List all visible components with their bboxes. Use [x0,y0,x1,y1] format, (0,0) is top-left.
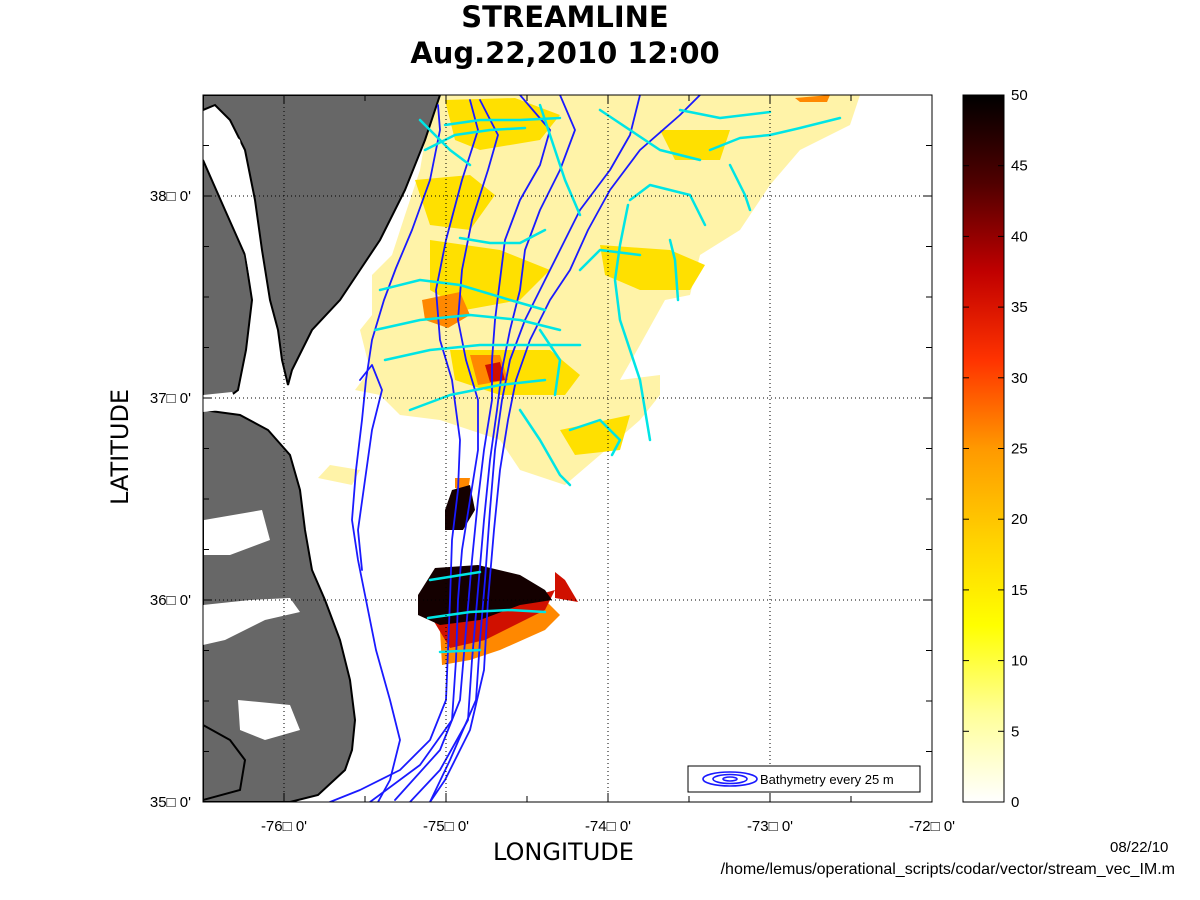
colorbar: 0 5 10 15 20 25 30 35 40 45 50 [962,87,1028,811]
colorbar-tick-label: 25 [1011,441,1028,458]
bathymetry-contour [429,95,701,802]
x-tick-label: -73□ 0' [747,818,793,835]
speed-region-red [555,572,578,602]
speed-region-yellow [560,415,630,455]
x-tick-labels: -76□ 0' -75□ 0' -74□ 0' -73□ 0' -72□ 0' [261,818,955,835]
colorbar-ticks: 0 5 10 15 20 25 30 35 40 45 50 [963,87,1028,811]
streamline [408,378,547,412]
streamline [728,163,752,212]
land-polygon [203,95,442,386]
footer-script-path: /home/lemus/operational_scripts/codar/ve… [720,861,1175,878]
bathymetry-contour [409,95,576,802]
streamline [578,248,642,272]
speed-region-red [430,590,555,648]
land-mask [203,95,442,802]
bay-water [208,115,272,335]
chart-subtitle: Aug.22,2010 12:00 [410,36,720,70]
land-polygon [203,723,247,802]
x-tick-label: -72□ 0' [909,818,955,835]
bay-water [203,392,240,412]
bathymetry-contour [429,95,641,802]
grid-lines [203,95,932,802]
streamline [538,103,582,217]
streamlines [373,103,842,654]
y-tick-label: 38□ 0' [150,188,191,205]
chart-title: STREAMLINE [461,0,669,34]
speed-region-yellow [415,175,495,230]
sound-water [204,510,270,555]
speed-region-yellow [600,245,705,290]
streamline [628,183,707,227]
colorbar-tick-label: 45 [1011,158,1028,175]
streamline [678,108,772,120]
streamline [426,608,547,620]
bathymetry-contour [369,99,499,802]
x-tick-label: -76□ 0' [261,818,307,835]
colorbar-gradient [962,94,1005,803]
colorbar-tick-label: 5 [1011,723,1019,740]
legend-box [687,765,921,793]
y-tick-labels: 35□ 0' 36□ 0' 37□ 0' 38□ 0' [150,188,191,811]
streamline [668,238,680,302]
colorbar-tick-label: 40 [1011,228,1028,245]
sound-water [238,700,300,740]
bathymetry-legend-icon [702,771,758,787]
streamline [383,343,582,362]
colorbar-tick-label: 35 [1011,299,1028,316]
bathymetry-contour [329,99,479,802]
axis-ticks [202,94,932,803]
bathymetry-contour [394,95,551,801]
colorbar-tick-label: 20 [1011,511,1028,528]
streamline [568,418,622,457]
map-content [203,95,860,802]
colorbar-tick-label: 10 [1011,653,1028,670]
colorbar-tick-label: 30 [1011,370,1028,387]
streamline [378,278,547,312]
streamline [598,108,702,162]
bathymetry-contours [329,95,701,802]
x-axis-title: LONGITUDE [493,838,634,866]
speed-region-red [485,362,505,382]
streamline [613,203,652,442]
streamline [418,118,472,167]
streamline [428,570,482,582]
y-axis-title: LATITUDE [106,388,134,505]
footer-date: 08/22/10 [1110,839,1169,856]
bathymetry-legend: Bathymetry every 25 m [687,765,921,793]
streamline [518,408,572,487]
colorbar-tick-label: 0 [1011,794,1019,811]
speed-region-yellow [660,130,730,160]
colorbar-tick-label: 50 [1011,87,1028,104]
bathymetry-contour [351,104,441,802]
streamline [373,313,562,332]
streamline [443,116,562,127]
y-tick-label: 36□ 0' [150,592,191,609]
colorbar-tick-label: 15 [1011,582,1028,599]
streamline [423,126,527,152]
x-tick-label: -74□ 0' [585,818,631,835]
streamline [458,228,547,245]
speed-region-light [318,465,360,485]
y-tick-label: 37□ 0' [150,390,191,407]
streamline [538,328,562,397]
sound-water [203,598,300,645]
legend-label: Bathymetry every 25 m [760,772,894,787]
streamline [438,648,482,654]
x-tick-label: -75□ 0' [423,818,469,835]
speed-region-orange [795,95,830,102]
bathymetry-contour [357,364,383,571]
y-tick-label: 35□ 0' [150,794,191,811]
